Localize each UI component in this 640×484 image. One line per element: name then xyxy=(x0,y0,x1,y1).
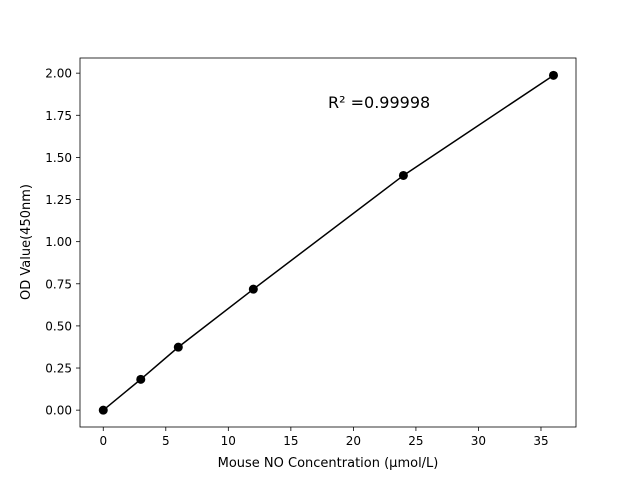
y-axis-label: OD Value(450nm) xyxy=(19,184,34,300)
y-tick-label: 0.25 xyxy=(45,362,72,376)
x-tick-label: 10 xyxy=(221,434,236,448)
data-point xyxy=(136,374,146,384)
y-tick-label: 1.75 xyxy=(45,109,72,123)
x-tick-label: 20 xyxy=(346,434,361,448)
y-tick-label: 1.50 xyxy=(45,151,72,165)
r-squared-annotation: R² =0.99998 xyxy=(328,93,430,112)
plot-frame xyxy=(79,57,577,428)
y-tick-label: 1.25 xyxy=(45,193,72,207)
y-tick-label: 0.50 xyxy=(45,319,72,333)
data-point xyxy=(548,70,558,80)
data-point xyxy=(248,284,258,294)
data-point xyxy=(173,342,183,352)
x-tick-label: 30 xyxy=(471,434,486,448)
data-point xyxy=(398,170,408,180)
series-points xyxy=(98,70,558,415)
x-tick-label: 35 xyxy=(533,434,548,448)
x-tick-label: 15 xyxy=(283,434,298,448)
y-tick-label: 0.75 xyxy=(45,277,72,291)
data-point xyxy=(98,405,108,415)
y-tick-label: 2.00 xyxy=(45,67,72,81)
x-tick-label: 5 xyxy=(162,434,170,448)
x-axis-ticks: 0 5 10 15 20 25 30 35 xyxy=(99,427,549,448)
x-tick-label: 0 xyxy=(99,434,107,448)
y-tick-label: 0.00 xyxy=(45,404,72,418)
y-axis-ticks: 0.00 0.25 0.50 0.75 1.00 1.25 1.50 1.75 2.00 xyxy=(45,67,80,418)
series-line xyxy=(102,74,554,411)
y-tick-label: 1.00 xyxy=(45,235,72,249)
x-axis-label: Mouse NO Concentration (μmol/L) xyxy=(218,456,439,471)
x-tick-label: 25 xyxy=(408,434,423,448)
